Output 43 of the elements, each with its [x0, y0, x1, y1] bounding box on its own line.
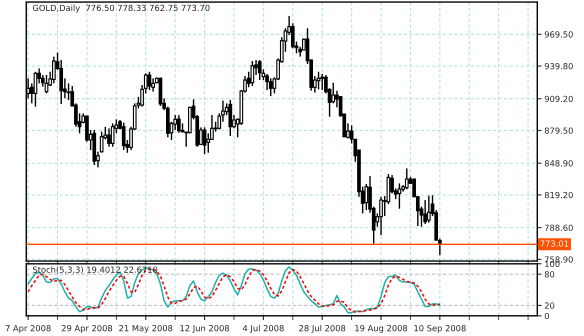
y-tick-label: 100: [545, 260, 560, 268]
candlestick: [228, 99, 232, 137]
x-tick-label: 7 Apr 2008: [6, 325, 51, 333]
chart-title: GOLD,Daily 776.50 778.33 762.75 773.70: [32, 4, 210, 13]
y-tick-label: 788.60: [544, 224, 573, 231]
candlestick: [122, 122, 126, 151]
candlestick: [379, 196, 383, 236]
candlestick: [44, 74, 48, 94]
candlestick: [404, 168, 409, 190]
y-tick-label: 879.50: [544, 127, 573, 134]
x-tick-label: 29 Apr 2008: [62, 325, 112, 333]
candlestick: [148, 71, 152, 91]
y-tick-label: 939.80: [544, 63, 573, 70]
candlestick: [320, 73, 324, 91]
y-tick-label: 20: [544, 302, 554, 309]
y-tick-label: 819.20: [544, 192, 573, 198]
candlestick: [331, 82, 336, 104]
x-tick-label: 10 Sep 2008: [414, 325, 466, 333]
ref-line-label: 773.01: [540, 240, 568, 247]
candlestick: [268, 78, 273, 97]
candlestick: [316, 71, 320, 90]
y-tick-label: 969.50: [544, 31, 573, 38]
x-tick-label: 12 Jun 2008: [180, 325, 230, 333]
y-tick-label: 80: [544, 271, 554, 278]
candlestick: [202, 126, 206, 155]
candlestick: [34, 71, 38, 108]
y-tick-label: 758.90: [544, 256, 573, 263]
candlestick: [110, 122, 115, 148]
candlestick: [398, 182, 402, 210]
y-tick-label: 0: [544, 312, 549, 320]
x-tick-label: 28 Jul 2008: [299, 324, 346, 333]
candlestick: [107, 128, 111, 148]
x-tick-label: 4 Jul 2008: [242, 324, 284, 333]
candlestick: [52, 56, 56, 84]
candlestick: [177, 114, 181, 134]
x-tick-label: 21 May 2008: [119, 325, 172, 333]
y-tick-label: 848.90: [544, 160, 573, 166]
candlestick: [426, 194, 431, 224]
candlestick: [258, 59, 262, 81]
candlestick: [250, 60, 254, 87]
candlestick: [423, 199, 427, 225]
y-tick-label: 909.20: [544, 96, 573, 102]
x-tick-label: 19 Aug 2008: [355, 325, 408, 333]
